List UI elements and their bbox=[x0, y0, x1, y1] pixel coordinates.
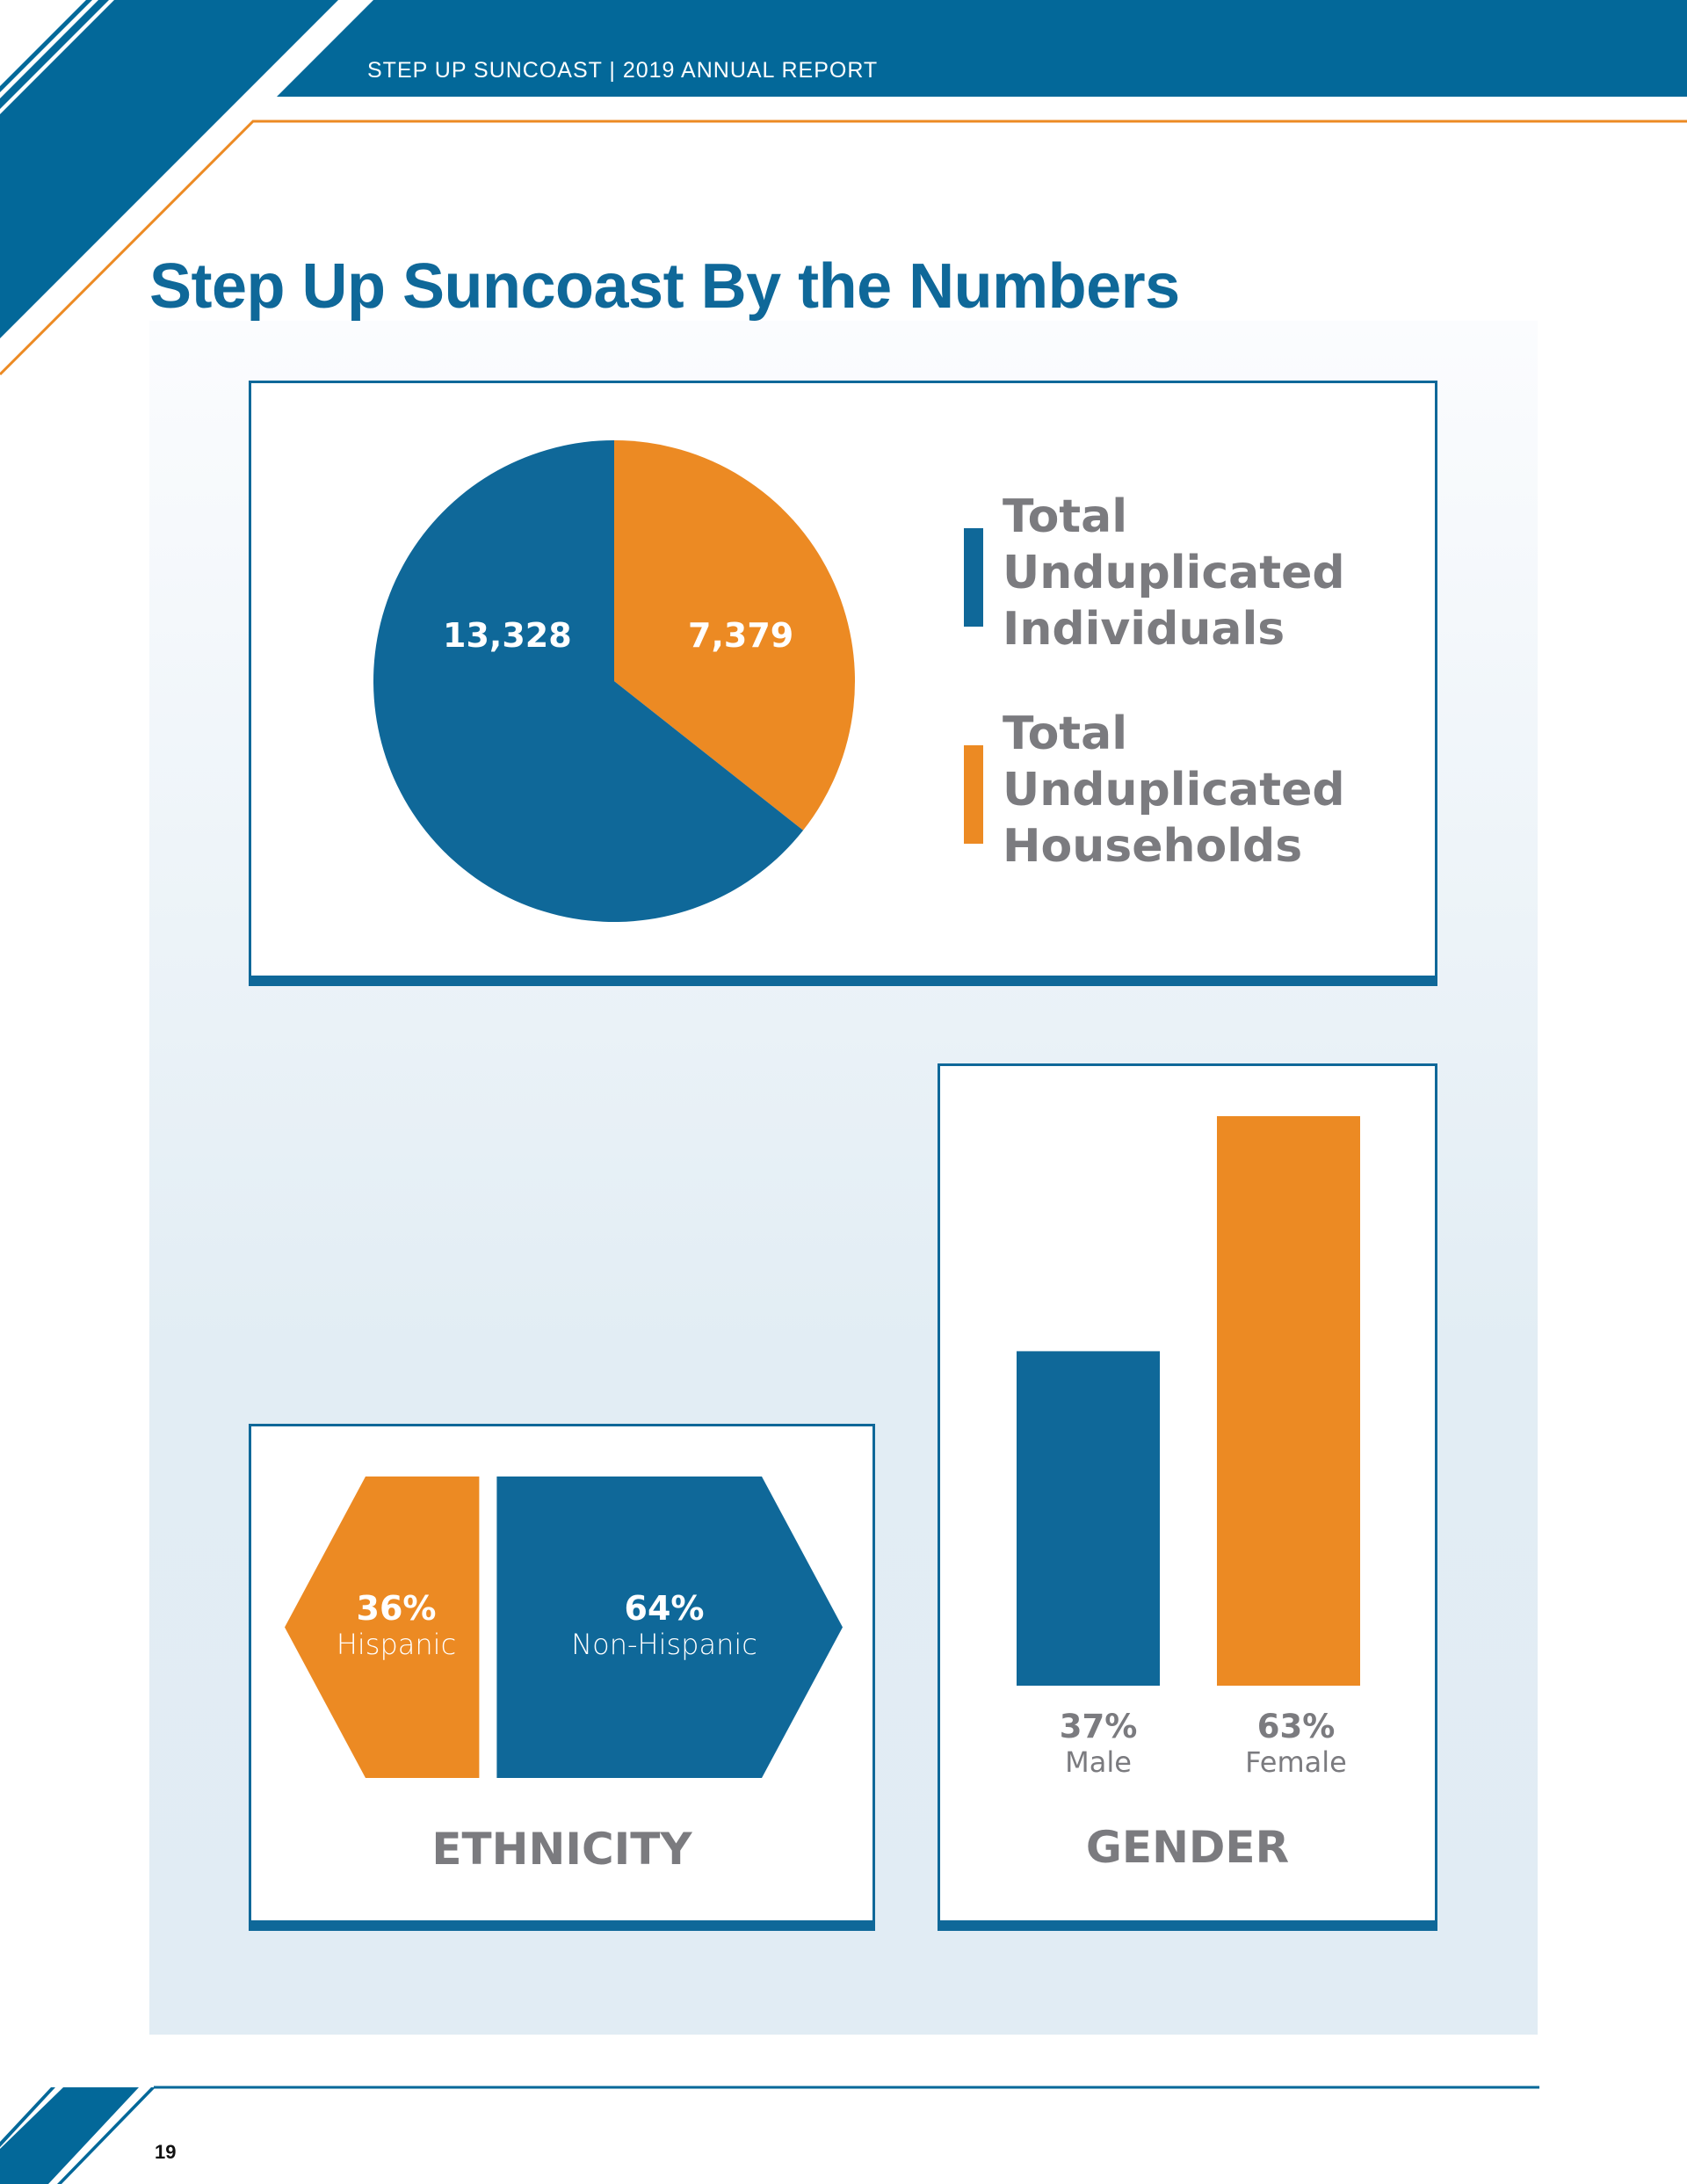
ethnicity-nonhispanic-text: 64% Non-Hispanic bbox=[532, 1589, 796, 1661]
ethnicity-hispanic-label: Hispanic bbox=[336, 1628, 457, 1661]
gender-male-text: 37% Male bbox=[1010, 1708, 1186, 1779]
gender-heading: GENDER bbox=[1085, 1822, 1290, 1873]
legend-swatch-orange bbox=[964, 745, 983, 844]
diagonal-thin-stripe-2 bbox=[0, 0, 92, 92]
gender-female-percent: 63% bbox=[1256, 1708, 1336, 1745]
ethnicity-hispanic-percent: 36% bbox=[356, 1589, 437, 1628]
legend-swatch-blue bbox=[964, 528, 983, 627]
pie-slice-households bbox=[614, 440, 856, 831]
ethnicity-chart bbox=[285, 1477, 843, 1778]
gender-male-label: Male bbox=[1065, 1745, 1132, 1779]
ethnicity-shape-nonhispanic bbox=[496, 1477, 843, 1778]
page-number: 19 bbox=[155, 2141, 177, 2163]
gender-bar-female bbox=[1217, 1116, 1360, 1686]
ethnicity-card: 36% Hispanic 64% Non-Hispanic ETHNICITY bbox=[249, 1424, 875, 1931]
gender-card: 37% Male 63% Female GENDER bbox=[938, 1063, 1437, 1931]
legend-line: Unduplicated bbox=[1003, 764, 1345, 816]
gender-bar-male bbox=[1017, 1351, 1160, 1686]
footer-stripe bbox=[0, 2087, 139, 2184]
pie-label-individuals: 13,328 bbox=[443, 616, 572, 655]
ethnicity-nonhispanic-label: Non-Hispanic bbox=[571, 1628, 757, 1661]
legend-line: Unduplicated bbox=[1003, 547, 1345, 599]
page-title: Step Up Suncoast By the Numbers bbox=[149, 251, 1180, 322]
ethnicity-hispanic-text: 36% Hispanic bbox=[326, 1589, 467, 1661]
gender-chart bbox=[1017, 1116, 1360, 1686]
legend-label-households: Total Unduplicated Households bbox=[1003, 706, 1372, 874]
pie-label-households: 7,379 bbox=[688, 616, 794, 655]
footer-thin-stripe-2 bbox=[57, 2087, 156, 2184]
pie-chart bbox=[373, 440, 856, 922]
gender-female-label: Female bbox=[1245, 1745, 1347, 1779]
diagonal-thin-stripe bbox=[0, 0, 109, 109]
orange-accent-line bbox=[0, 120, 1687, 376]
ethnicity-shape-hispanic bbox=[285, 1477, 480, 1778]
legend-line: Individuals bbox=[1003, 603, 1285, 656]
legend-line: Households bbox=[1003, 820, 1303, 873]
legend-line: Total bbox=[1003, 707, 1128, 760]
gender-female-text: 63% Female bbox=[1208, 1708, 1384, 1779]
header-band bbox=[277, 0, 1687, 97]
header-report-title: STEP UP SUNCOAST | 2019 ANNUAL REPORT bbox=[367, 58, 879, 83]
pie-chart-card: 13,328 7,379 Total Unduplicated Individu… bbox=[249, 381, 1437, 986]
legend-line: Total bbox=[1003, 490, 1128, 543]
ethnicity-nonhispanic-percent: 64% bbox=[624, 1589, 705, 1628]
legend-label-individuals: Total Unduplicated Individuals bbox=[1003, 489, 1372, 657]
footer-thin-stripe bbox=[0, 2087, 55, 2147]
gender-male-percent: 37% bbox=[1059, 1708, 1138, 1745]
diagonal-stripe bbox=[0, 0, 338, 338]
pie-slice-individuals bbox=[373, 440, 804, 922]
ethnicity-heading: ETHNICITY bbox=[431, 1824, 692, 1875]
